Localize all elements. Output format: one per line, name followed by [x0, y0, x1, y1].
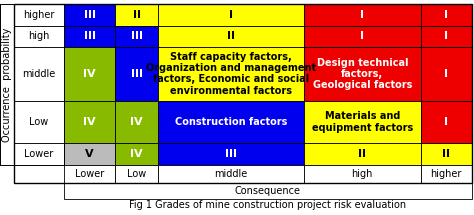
Text: III: III	[84, 10, 96, 20]
Bar	[304, 26, 420, 47]
Bar	[304, 4, 420, 26]
Text: II: II	[358, 149, 366, 159]
Bar	[14, 4, 472, 183]
Text: III: III	[84, 31, 96, 41]
Bar	[0, 4, 64, 165]
Bar	[14, 143, 64, 165]
Bar	[158, 165, 304, 183]
Bar	[64, 183, 472, 199]
Bar	[116, 101, 158, 143]
Text: I: I	[444, 31, 448, 41]
Text: IV: IV	[130, 117, 143, 127]
Text: Fig 1 Grades of mine construction project risk evaluation: Fig 1 Grades of mine construction projec…	[129, 200, 407, 210]
Text: II: II	[133, 10, 141, 20]
Text: higher: higher	[23, 10, 55, 20]
Text: Consequence: Consequence	[235, 186, 301, 196]
Text: I: I	[444, 69, 448, 79]
Bar	[0, 4, 14, 165]
Bar	[420, 47, 472, 101]
Text: IV: IV	[83, 69, 96, 79]
Bar	[420, 4, 472, 26]
Bar	[304, 165, 420, 183]
Bar	[116, 143, 158, 165]
Text: Staff capacity factors,
Organization and management
factors, Economic and social: Staff capacity factors, Organization and…	[146, 52, 316, 96]
Bar	[116, 165, 158, 183]
Text: high: high	[352, 169, 373, 179]
Text: middle: middle	[22, 69, 55, 79]
Bar	[64, 47, 116, 101]
Text: Design technical
factors,
Geological factors: Design technical factors, Geological fac…	[312, 58, 412, 90]
Text: middle: middle	[214, 169, 247, 179]
Text: Construction factors: Construction factors	[175, 117, 287, 127]
Text: I: I	[229, 10, 233, 20]
Bar	[158, 101, 304, 143]
Text: Materials and
equipment factors: Materials and equipment factors	[311, 111, 413, 133]
Bar	[116, 47, 158, 101]
Text: Occurrence  probability: Occurrence probability	[2, 27, 12, 142]
Bar	[14, 26, 64, 47]
Bar	[420, 143, 472, 165]
Bar	[64, 26, 116, 47]
Text: I: I	[444, 117, 448, 127]
Text: I: I	[360, 10, 364, 20]
Text: Low: Low	[29, 117, 49, 127]
Bar	[14, 47, 64, 101]
Bar	[116, 26, 158, 47]
Text: II: II	[227, 31, 235, 41]
Text: I: I	[444, 10, 448, 20]
Bar	[304, 143, 420, 165]
Bar	[158, 26, 304, 47]
Text: higher: higher	[430, 169, 462, 179]
Bar	[64, 143, 116, 165]
Bar	[158, 47, 304, 101]
Text: III: III	[131, 31, 143, 41]
Bar	[420, 165, 472, 183]
Text: III: III	[131, 69, 143, 79]
Bar	[64, 101, 116, 143]
Bar	[158, 4, 304, 26]
Bar	[64, 165, 116, 183]
Text: high: high	[28, 31, 50, 41]
Text: Lower: Lower	[75, 169, 104, 179]
Text: I: I	[360, 31, 364, 41]
Bar	[116, 4, 158, 26]
Bar	[304, 101, 420, 143]
Bar	[420, 101, 472, 143]
Text: IV: IV	[130, 149, 143, 159]
Bar	[14, 4, 64, 26]
Bar	[64, 4, 116, 26]
Bar	[304, 47, 420, 101]
Bar	[420, 26, 472, 47]
Bar	[14, 101, 64, 143]
Text: V: V	[85, 149, 94, 159]
Text: II: II	[442, 149, 450, 159]
Text: III: III	[225, 149, 237, 159]
Text: Low: Low	[127, 169, 146, 179]
Text: IV: IV	[83, 117, 96, 127]
Bar	[158, 143, 304, 165]
Text: Lower: Lower	[24, 149, 54, 159]
